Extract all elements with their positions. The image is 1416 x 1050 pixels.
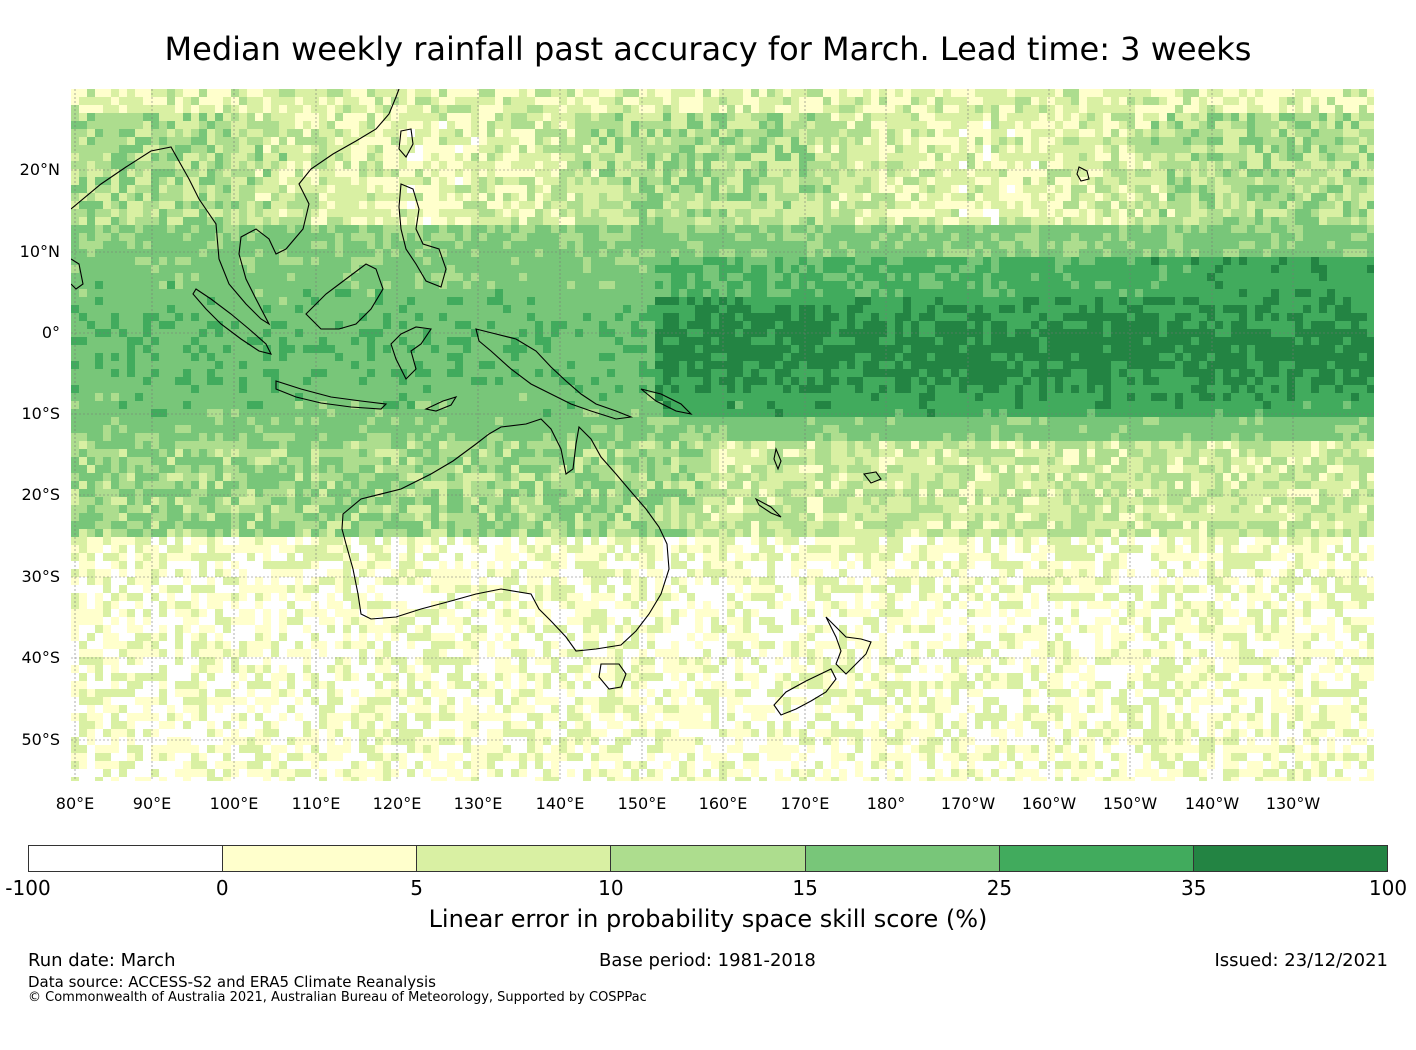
tasmania-coast: [598, 663, 627, 690]
colorbar-label: Linear error in probability space skill …: [428, 905, 988, 933]
longitude-label: 160°E: [698, 794, 748, 813]
copyright: © Commonwealth of Australia 2021, Austra…: [28, 990, 647, 1005]
latitude-label: 20°N: [19, 160, 60, 179]
java-coast: [275, 380, 388, 410]
latitude-label: 50°S: [21, 730, 60, 749]
asia-mainland-coast: [71, 89, 400, 326]
latitude-label: 30°S: [21, 567, 60, 586]
borneo-coast: [305, 263, 384, 330]
issued-date: Issued: 23/12/2021: [1214, 950, 1388, 971]
coastlines: [71, 89, 1090, 716]
new-zealand-south-coast: [773, 668, 837, 716]
colorbar-segment: [417, 846, 612, 871]
data-source: Data source: ACCESS-S2 and ERA5 Climate …: [28, 973, 436, 991]
colorbar-tick-label: 25: [986, 876, 1013, 900]
sulawesi-coast: [390, 326, 432, 380]
colorbar-tick-label: 15: [792, 876, 818, 900]
colorbar-segment: [805, 846, 1000, 871]
map-canvas: [71, 89, 1374, 781]
latitude-label: 20°S: [21, 485, 60, 504]
new-caledonia-coast: [754, 497, 782, 518]
hawaii-coast: [1076, 166, 1090, 182]
graticule: [71, 89, 1374, 781]
colorbar-segment: [29, 846, 224, 871]
longitude-label: 100°E: [209, 794, 259, 813]
colorbar: [28, 845, 1388, 872]
longitude-label: 150°W: [1102, 794, 1158, 813]
longitude-label: 120°E: [372, 794, 422, 813]
longitude-label: 180°: [866, 794, 906, 813]
colorbar-tick-label: 10: [598, 876, 624, 900]
philippines-coast: [398, 183, 447, 288]
sumatra-coast: [192, 288, 273, 355]
latitude-label: 10°S: [21, 404, 60, 423]
new-zealand-north-coast: [825, 616, 872, 675]
colorbar-segment: [611, 846, 806, 871]
colorbar-tick-label: 5: [410, 876, 423, 900]
colorbar-tick-label: -100: [5, 876, 51, 900]
skill-cells: [71, 89, 1374, 781]
longitude-label: 170°E: [780, 794, 830, 813]
longitude-label: 90°E: [132, 794, 172, 813]
colorbar-tick-label: 35: [1180, 876, 1207, 900]
longitude-label: 140°E: [535, 794, 585, 813]
base-period: Base period: 1981-2018: [599, 950, 816, 971]
colorbar-tick-label: 0: [215, 876, 229, 900]
fiji-coast: [862, 471, 882, 484]
run-date: Run date: March: [28, 950, 176, 971]
vanuatu-coast: [773, 447, 782, 471]
colorbar-segment: [223, 846, 418, 871]
longitude-label: 110°E: [291, 794, 341, 813]
longitude-label: 130°E: [453, 794, 503, 813]
longitude-label: 170°W: [940, 794, 996, 813]
longitude-label: 140°W: [1184, 794, 1240, 813]
new-guinea-coast: [475, 328, 634, 420]
longitude-label: 160°W: [1021, 794, 1077, 813]
longitude-label: 150°E: [617, 794, 667, 813]
latitude-label: 10°N: [19, 242, 60, 261]
taiwan-coast: [398, 128, 414, 158]
colorbar-segment: [999, 846, 1194, 871]
longitude-label: 130°W: [1265, 794, 1321, 813]
solomon-islands-coast: [640, 388, 693, 415]
india-coast: [71, 258, 84, 290]
colorbar-segment: [1193, 846, 1387, 871]
colorbar-tick-label: 100: [1368, 876, 1408, 900]
latitude-label: 0°: [41, 323, 60, 342]
longitude-label: 80°E: [55, 794, 95, 813]
latitude-label: 40°S: [21, 648, 60, 667]
timor-coast: [424, 396, 458, 412]
australia-coast: [341, 418, 670, 652]
map-title: Median weekly rainfall past accuracy for…: [164, 30, 1252, 68]
skill-score-map: [71, 89, 1374, 781]
